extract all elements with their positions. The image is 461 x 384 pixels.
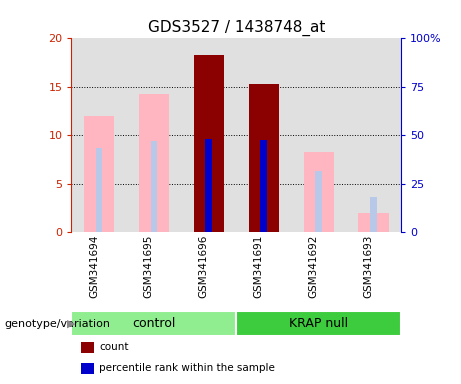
Title: GDS3527 / 1438748_at: GDS3527 / 1438748_at (148, 20, 325, 36)
Bar (206, 139, 212, 232)
Text: percentile rank within the sample: percentile rank within the sample (99, 363, 275, 373)
Bar (236, 311, 401, 336)
Text: KRAP null: KRAP null (289, 317, 348, 330)
Text: control: control (132, 317, 176, 330)
Bar (260, 140, 267, 232)
Text: GSM341694: GSM341694 (89, 235, 99, 298)
Text: GSM341696: GSM341696 (199, 235, 209, 298)
Bar (303, 152, 334, 232)
Text: GSM341695: GSM341695 (144, 235, 154, 298)
Text: count: count (99, 342, 129, 352)
Text: GSM341693: GSM341693 (364, 235, 373, 298)
Text: ▶: ▶ (67, 318, 75, 329)
Text: GSM341692: GSM341692 (309, 235, 319, 298)
Bar (95, 148, 102, 232)
Bar (315, 171, 322, 232)
Bar (194, 55, 224, 232)
Bar (370, 197, 377, 232)
Bar (139, 94, 169, 232)
Text: genotype/variation: genotype/variation (5, 318, 111, 329)
Bar (84, 116, 114, 232)
Bar (359, 213, 389, 232)
Bar (248, 84, 279, 232)
Bar (151, 141, 157, 232)
Text: GSM341691: GSM341691 (254, 235, 264, 298)
Bar (71, 311, 236, 336)
